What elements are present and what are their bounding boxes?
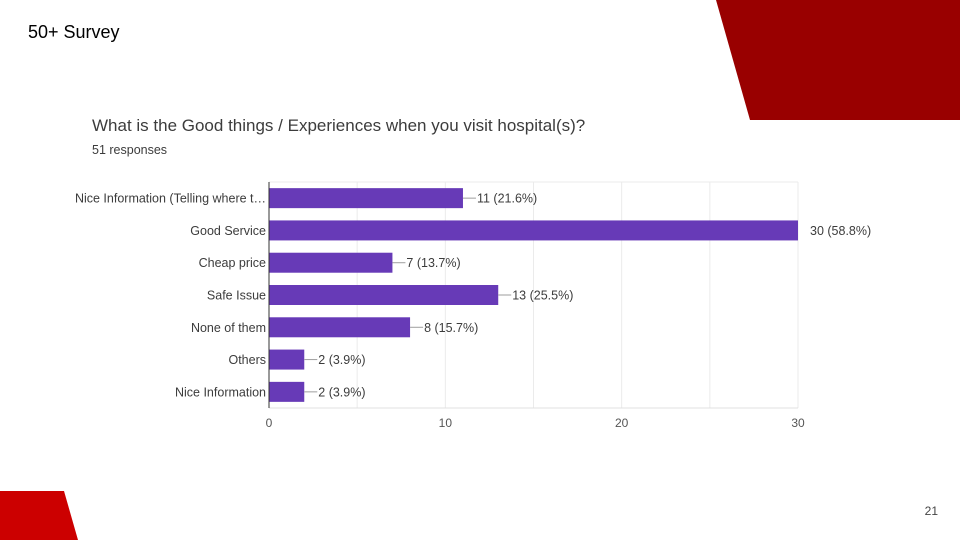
bar	[269, 317, 411, 338]
chart-title: What is the Good things / Experiences wh…	[92, 116, 586, 135]
data-label: 11 (21.6%)	[477, 192, 537, 206]
category-label: None of them	[191, 321, 266, 335]
page-number: 21	[924, 504, 938, 518]
bar	[269, 381, 305, 402]
data-label: 8 (15.7%)	[424, 321, 478, 335]
data-label: 30 (58.8%)	[810, 224, 871, 238]
slide-title: 50+ Survey	[28, 22, 120, 42]
x-tick-label: 30	[791, 416, 805, 430]
data-label: 2 (3.9%)	[318, 385, 365, 399]
x-tick-label: 0	[266, 416, 273, 430]
data-label: 2 (3.9%)	[318, 353, 365, 367]
bar	[269, 220, 798, 241]
bar	[269, 188, 463, 209]
category-label: Nice Information (Telling where t…	[75, 192, 266, 206]
bar	[269, 285, 499, 305]
data-label: 7 (13.7%)	[406, 256, 460, 270]
x-tick-label: 20	[615, 416, 629, 430]
x-tick-label: 10	[439, 416, 453, 430]
chart-subtitle: 51 responses	[92, 143, 168, 157]
category-label: Safe Issue	[207, 289, 266, 303]
category-label: Good Service	[190, 224, 266, 238]
bar	[269, 252, 393, 273]
category-label: Others	[228, 353, 266, 367]
category-label: Nice Information	[175, 385, 266, 399]
data-label: 13 (25.5%)	[512, 289, 573, 303]
category-label: Cheap price	[199, 256, 266, 270]
bar	[269, 349, 305, 370]
